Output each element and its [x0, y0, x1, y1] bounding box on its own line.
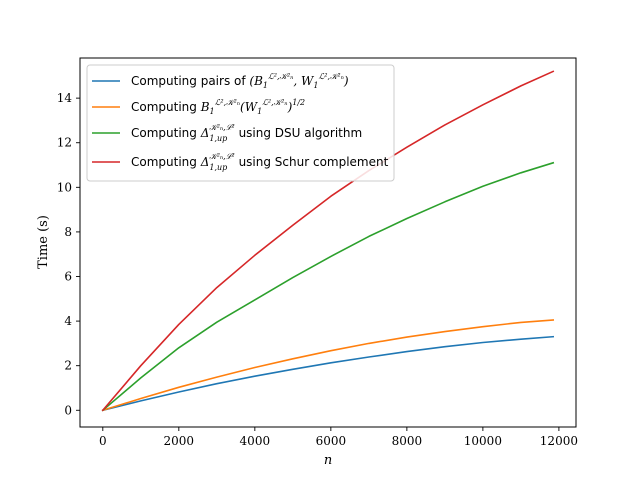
- x-axis-ticks: 0 2000 4000 6000 8000 10000 12000: [99, 427, 578, 448]
- y-tick-label: 6: [64, 270, 72, 284]
- legend-math-sub: 1: [210, 107, 215, 116]
- x-tick-label: 0: [99, 434, 107, 448]
- y-axis-label: Time (s): [36, 215, 51, 269]
- series-line-3: [101, 161, 555, 412]
- legend-suffix-series-4: using Schur complement: [235, 155, 389, 169]
- legend-math-close: ): [287, 100, 293, 114]
- series-line-4: [101, 70, 555, 412]
- series-line-1: [101, 335, 555, 412]
- legend-math-series-1: (B: [249, 74, 263, 88]
- y-tick-label: 0: [64, 403, 72, 417]
- legend-suffix-series-3: using DSU algorithm: [235, 126, 362, 140]
- legend-math-sub2: 1: [257, 107, 262, 116]
- legend-label-series-4: Computing Δ1,up 𝒦²ₙ,ℒ² using Schur comple…: [131, 152, 389, 172]
- legend-math-sub2: 1: [313, 81, 318, 90]
- legend-math-series-2: B: [200, 100, 210, 114]
- y-axis-ticks: 0 2 4 6 8 10 12 14: [57, 91, 80, 417]
- x-tick-label: 10000: [464, 434, 502, 448]
- x-tick-label: 2000: [164, 434, 195, 448]
- y-tick-label: 8: [64, 225, 72, 239]
- legend-math-sup: ℒ²,𝒦²ₙ: [268, 72, 293, 81]
- legend-math-series-3: Δ: [200, 126, 210, 140]
- legend-text-series-2: Computing: [131, 100, 201, 114]
- y-tick-label: 2: [64, 359, 72, 373]
- y-tick-label: 4: [64, 314, 72, 328]
- legend-math-sub: 1: [263, 81, 268, 90]
- legend-math-cont: (W: [240, 100, 259, 114]
- x-tick-label: 6000: [316, 434, 347, 448]
- legend-text-series-1: Computing pairs of: [131, 74, 249, 88]
- y-tick-label: 14: [57, 91, 73, 105]
- legend-text-series-4: Computing: [131, 155, 201, 169]
- legend: Computing pairs of (B1ℒ²,𝒦²ₙ, W1ℒ²,𝒦²ₙ) …: [86, 64, 395, 182]
- legend-math-sub: 1,up: [209, 163, 227, 172]
- legend-math-sup2: ℒ²,𝒦²ₙ: [262, 98, 287, 107]
- series-line-2: [101, 319, 555, 412]
- legend-text-series-3: Computing: [131, 126, 201, 140]
- legend-math-sup: 𝒦²ₙ,ℒ²: [209, 123, 234, 132]
- y-tick-label: 12: [57, 136, 72, 150]
- legend-math-sub: 1,up: [209, 134, 227, 143]
- x-tick-label: 4000: [240, 434, 271, 448]
- legend-math-series-4: Δ: [200, 155, 210, 169]
- legend-math-sup: 𝒦²ₙ,ℒ²: [209, 152, 234, 161]
- x-tick-label: 8000: [392, 434, 423, 448]
- legend-label-series-2: Computing B1ℒ²,𝒦²ₙ(W1ℒ²,𝒦²ₙ)1/2: [131, 98, 305, 116]
- series-layer: [101, 70, 555, 412]
- legend-label-series-1: Computing pairs of (B1ℒ²,𝒦²ₙ, W1ℒ²,𝒦²ₙ): [131, 72, 349, 90]
- legend-math-cont: , W: [293, 74, 315, 88]
- legend-label-series-3: Computing Δ1,up 𝒦²ₙ,ℒ² using DSU algorith…: [131, 123, 362, 143]
- x-axis-label: n: [324, 453, 332, 468]
- legend-math-sup2: ℒ²,𝒦²ₙ: [318, 72, 343, 81]
- legend-math-close: ): [343, 74, 349, 88]
- legend-math-sup: ℒ²,𝒦²ₙ: [215, 98, 240, 107]
- legend-frame: [86, 64, 395, 182]
- legend-math-exp: 1/2: [292, 98, 305, 107]
- x-tick-label: 12000: [540, 434, 578, 448]
- y-tick-label: 10: [57, 180, 72, 194]
